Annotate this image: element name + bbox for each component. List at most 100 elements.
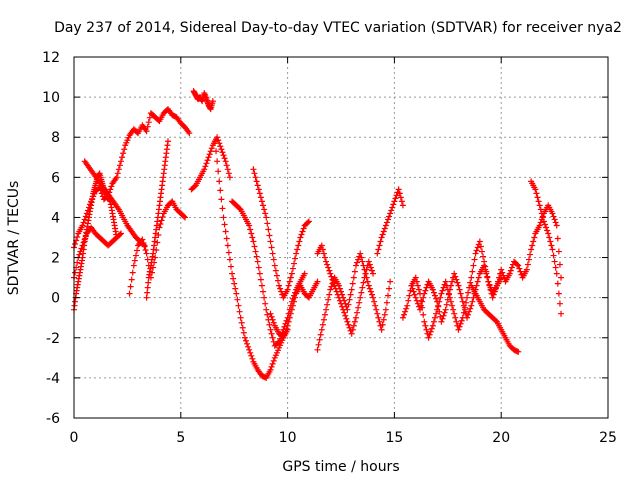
data-point	[113, 234, 120, 241]
series-arc-19	[408, 262, 505, 325]
data-point	[82, 213, 89, 220]
data-point	[270, 319, 277, 326]
data-point	[248, 352, 255, 359]
data-point	[332, 285, 339, 292]
data-point	[455, 282, 462, 289]
data-point	[121, 146, 128, 153]
data-point	[448, 282, 455, 289]
data-point	[408, 282, 415, 289]
data-point	[331, 282, 338, 289]
data-point	[402, 308, 409, 315]
data-point	[119, 154, 126, 161]
data-point	[256, 270, 263, 277]
data-point	[456, 286, 463, 293]
data-point	[553, 270, 560, 277]
data-point	[323, 258, 330, 265]
data-point	[419, 298, 426, 305]
data-point	[469, 298, 476, 305]
data-point	[387, 278, 394, 285]
data-point	[255, 186, 262, 193]
data-point	[143, 294, 150, 301]
data-point	[537, 206, 544, 213]
data-point	[359, 258, 366, 265]
data-point	[477, 243, 484, 250]
data-point	[382, 222, 389, 229]
data-point	[516, 265, 523, 272]
data-point	[545, 230, 552, 237]
data-point	[361, 274, 368, 281]
data-point	[315, 341, 322, 348]
data-point	[182, 214, 189, 221]
data-point	[334, 291, 341, 298]
data-point	[457, 320, 464, 327]
data-point	[221, 155, 228, 162]
data-point	[314, 346, 321, 353]
data-point	[381, 225, 388, 232]
data-point	[515, 262, 522, 269]
data-point	[254, 258, 261, 265]
data-point	[455, 326, 462, 333]
data-point	[354, 259, 361, 266]
data-point	[220, 214, 227, 221]
data-point	[377, 238, 384, 245]
data-point	[266, 321, 273, 328]
data-point	[260, 202, 267, 209]
data-point	[301, 270, 308, 277]
data-point	[305, 218, 312, 225]
data-point	[256, 190, 263, 197]
data-point	[144, 289, 151, 296]
data-point	[553, 222, 560, 229]
data-point	[352, 262, 359, 269]
data-point	[360, 279, 367, 286]
data-point	[514, 261, 521, 268]
data-point	[292, 294, 299, 301]
y-tick-label: 2	[51, 251, 60, 267]
data-point	[378, 234, 385, 241]
data-point	[403, 305, 410, 312]
data-point	[80, 219, 87, 226]
series-arc-11	[250, 166, 312, 301]
data-point	[364, 278, 371, 285]
data-point	[358, 254, 365, 261]
data-point	[462, 299, 469, 306]
data-point	[126, 290, 133, 297]
data-point	[390, 201, 397, 208]
data-point	[474, 244, 481, 251]
data-point	[164, 138, 171, 145]
data-point	[418, 302, 425, 309]
data-point	[263, 306, 270, 313]
data-point	[284, 322, 291, 329]
data-point	[415, 286, 422, 293]
data-point	[450, 306, 457, 313]
data-point	[264, 311, 271, 318]
data-point	[333, 288, 340, 295]
data-point	[524, 261, 531, 268]
data-point	[365, 282, 372, 289]
data-point	[223, 162, 230, 169]
data-point	[141, 243, 148, 250]
data-point	[208, 145, 215, 152]
data-point	[348, 286, 355, 293]
data-point	[443, 301, 450, 308]
data-point	[268, 244, 275, 251]
y-tick-label: -2	[46, 331, 60, 347]
data-point	[367, 264, 374, 271]
data-point	[294, 246, 301, 253]
data-point	[272, 267, 279, 274]
data-point	[454, 279, 461, 286]
data-point	[389, 204, 396, 211]
data-point	[250, 166, 257, 173]
data-point	[363, 266, 370, 273]
data-point	[276, 282, 283, 289]
data-point	[293, 250, 300, 257]
data-point	[291, 260, 298, 267]
data-point	[258, 198, 265, 205]
data-point	[219, 205, 226, 212]
data-point	[247, 226, 254, 233]
data-point	[218, 196, 225, 203]
data-point	[246, 346, 253, 353]
data-point	[324, 301, 331, 308]
data-point	[469, 268, 476, 275]
data-point	[436, 308, 443, 315]
data-point	[340, 306, 347, 313]
